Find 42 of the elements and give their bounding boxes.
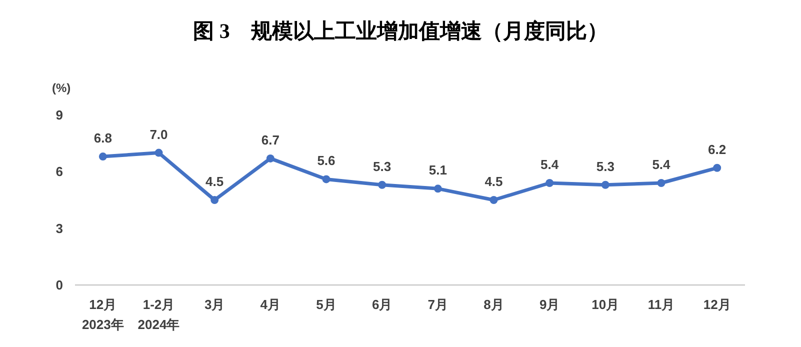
data-label: 5.1 <box>428 162 447 178</box>
point <box>657 179 666 187</box>
x-tick-label: 9月 <box>539 297 560 312</box>
data-label: 5.3 <box>596 158 614 174</box>
point <box>713 164 722 172</box>
y-tick-label: 3 <box>56 220 63 236</box>
data-label: 6.2 <box>708 142 726 157</box>
point <box>601 180 610 189</box>
point <box>434 184 442 193</box>
data-label: 5.6 <box>317 153 336 168</box>
data-label: 4.5 <box>484 174 503 189</box>
chart-title: 图 3 规模以上工业增加值增速（月度同比） <box>193 19 608 43</box>
y-axis-title: (%) <box>52 81 71 95</box>
x-tick-label: 5月 <box>316 297 336 312</box>
point <box>378 180 386 189</box>
x-tick-label: 12月 2023年 <box>82 297 124 332</box>
data-label: 5.4 <box>540 157 560 172</box>
x-tick-label: 10月 <box>592 297 620 312</box>
data-label: 5.3 <box>373 158 392 174</box>
x-tick-label: 3月 <box>204 297 225 312</box>
point <box>98 152 107 161</box>
x-tick-label: 8月 <box>484 297 504 312</box>
point <box>322 175 330 184</box>
point <box>546 179 554 187</box>
data-label: 6.7 <box>261 132 280 148</box>
x-tick-label: 11月 <box>648 297 675 312</box>
x-tick-label: 6月 <box>372 297 392 312</box>
point <box>154 148 163 157</box>
x-tick-label: 1-2月 2024年 <box>138 297 180 332</box>
y-tick-label: 9 <box>56 108 63 123</box>
data-label: 6.8 <box>94 130 112 146</box>
x-tick-label: 4月 <box>260 297 281 312</box>
point <box>266 154 274 162</box>
data-label: 4.5 <box>206 174 224 189</box>
point <box>210 196 219 204</box>
x-tick-label: 7月 <box>428 297 448 312</box>
y-tick-label: 6 <box>56 164 63 180</box>
data-label: 7.0 <box>150 126 168 142</box>
data-label: 5.4 <box>652 157 672 172</box>
x-tick-label: 12月 <box>703 297 731 312</box>
point <box>490 196 498 204</box>
y-tick-label: 0 <box>56 278 63 293</box>
